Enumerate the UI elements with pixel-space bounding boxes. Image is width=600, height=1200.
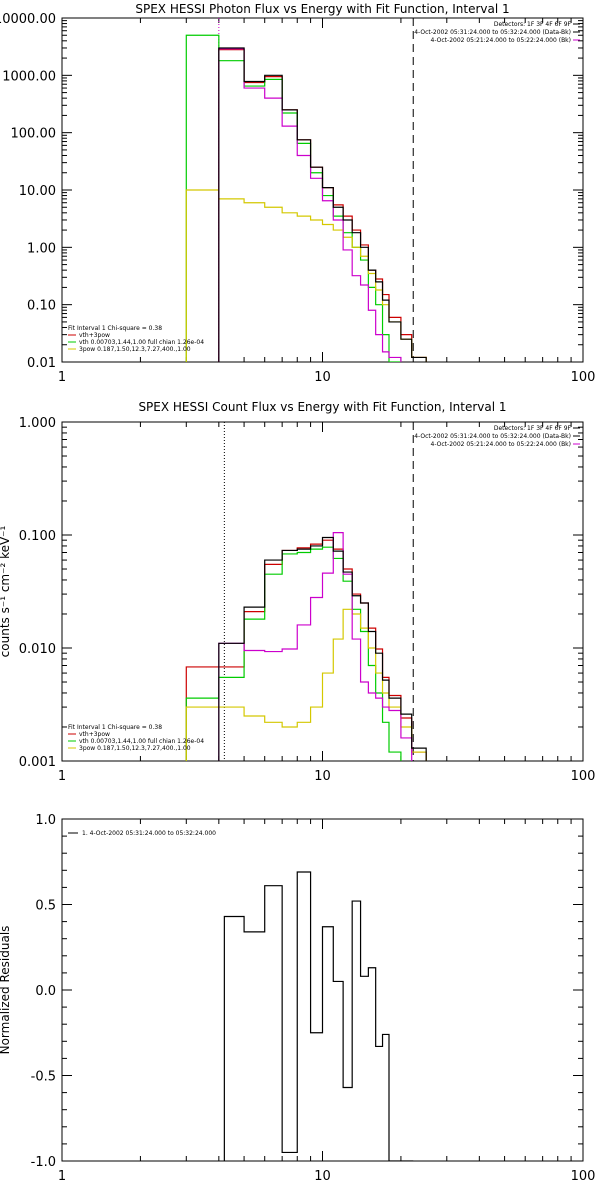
y-tick-label: 0.001 xyxy=(19,755,56,770)
y-tick-label: 0.5 xyxy=(35,899,56,914)
x-tick-label: 10 xyxy=(314,370,331,385)
x-tick-label: 100 xyxy=(571,370,596,385)
series-layer xyxy=(185,532,427,761)
series-layer xyxy=(185,34,427,362)
legend-entry: vth+3pow xyxy=(79,332,110,339)
y-axis-label: counts s⁻¹ cm⁻² keV⁻¹ xyxy=(0,525,12,657)
y-tick-label: 10000.00 xyxy=(0,12,56,27)
chart-panel-3: Normalized Residuals 1 10 100 -1.0 -0.5 0.0 0.5… xyxy=(0,813,595,1184)
x-tick-label: 10 xyxy=(314,769,331,784)
y-tick-label: -0.5 xyxy=(31,1070,56,1085)
y-tick-label: 0.01 xyxy=(27,356,56,371)
header-line: Detectors: 1F 3F 4F 6F 9F xyxy=(494,21,572,28)
series-line-4 xyxy=(218,48,402,362)
y-tick-label: 1.000 xyxy=(19,416,56,431)
series-line-3 xyxy=(185,608,427,761)
series-layer xyxy=(223,871,414,1161)
legend-entry: vth+3pow xyxy=(79,731,110,738)
chart-panel-2: SPEX HESSI Count Flux vs Energy with Fit… xyxy=(0,400,595,784)
series-line-5 xyxy=(218,536,427,761)
series-line-1 xyxy=(185,539,427,761)
y-tick-label: 10.00 xyxy=(19,184,56,199)
legend-entry: 1. 4-Oct-2002 05:31:24.000 to 05:32:24.0… xyxy=(82,830,216,837)
y-tick-label: 0.010 xyxy=(19,642,56,657)
header-line: 4-Oct-2002 05:31:24.000 to 05:32:24.000 … xyxy=(414,29,571,36)
header-line: 4-Oct-2002 05:31:24.000 to 05:32:24.000 … xyxy=(414,433,571,440)
y-tick-label: 1.00 xyxy=(27,241,56,256)
y-tick-label: 100.00 xyxy=(11,127,57,142)
header-line: Detectors: 1F 3F 4F 6F 9F xyxy=(494,425,572,432)
y-tick-label: 0.10 xyxy=(27,299,56,314)
y-tick-label: 1000.00 xyxy=(2,69,56,84)
series-line-1 xyxy=(223,871,414,1161)
y-axis-label: Normalized Residuals xyxy=(0,926,12,1055)
legend-note: Fit Interval 1 Chi-square = 0.38 xyxy=(68,724,162,731)
header-line: 4-Oct-2002 05:21:24.000 to 05:22:24.000 … xyxy=(431,441,572,448)
chart-panel-1: SPEX HESSI Photon Flux vs Energy with Fi… xyxy=(0,2,595,385)
header-line: 4-Oct-2002 05:21:24.000 to 05:22:24.000 … xyxy=(431,37,572,44)
series-line-5 xyxy=(218,47,427,362)
y-tick-label: 0.0 xyxy=(35,984,56,999)
legend-entry: 3pow 0.187,1.50,12.3,7.27,400.,1.00 xyxy=(79,745,191,752)
x-tick-label: 1 xyxy=(58,370,66,385)
legend-entry: vth 0.00703,1.44,1.00 full chian 1.26e-0… xyxy=(79,339,204,346)
chart-title: SPEX HESSI Photon Flux vs Energy with Fi… xyxy=(135,2,509,16)
series-line-4 xyxy=(218,532,413,761)
y-tick-label: 0.100 xyxy=(19,529,56,544)
y-tick-label: 1.0 xyxy=(35,813,56,828)
x-tick-label: 100 xyxy=(571,1169,596,1184)
x-tick-label: 10 xyxy=(314,1169,331,1184)
series-line-3 xyxy=(185,189,427,362)
series-line-1 xyxy=(218,49,427,362)
legend-entry: 3pow 0.187,1.50,12.3,7.27,400.,1.00 xyxy=(79,346,191,353)
y-tick-label: -1.0 xyxy=(31,1155,56,1170)
legend-entry: vth 0.00703,1.44,1.00 full chian 1.26e-0… xyxy=(79,738,204,745)
x-tick-label: 100 xyxy=(571,769,596,784)
x-tick-label: 1 xyxy=(58,1169,66,1184)
legend-note: Fit Interval 1 Chi-square = 0.38 xyxy=(68,325,162,332)
x-tick-label: 1 xyxy=(58,769,66,784)
chart-title: SPEX HESSI Count Flux vs Energy with Fit… xyxy=(138,400,506,414)
